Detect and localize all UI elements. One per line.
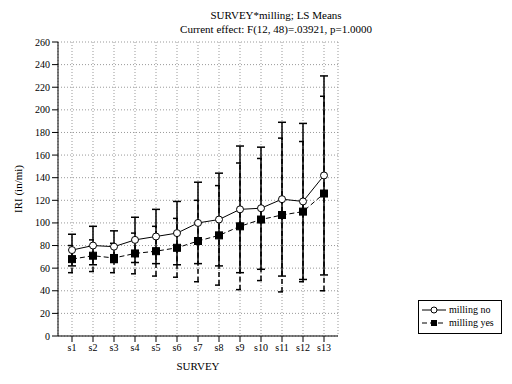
svg-text:s12: s12 [296, 342, 310, 353]
svg-text:s6: s6 [173, 342, 182, 353]
svg-text:IRI (in/mi): IRI (in/mi) [12, 165, 25, 213]
html-text:milling yes: milling yes [449, 317, 494, 328]
svg-text:s13: s13 [317, 342, 331, 353]
html-text:milling no: milling no [449, 304, 491, 315]
svg-text:s1: s1 [68, 342, 77, 353]
svg-text:s11: s11 [275, 342, 289, 353]
html-text:Current effect: F(12, 48)=.039: Current effect: F(12, 48)=.03921, p=1.00… [180, 23, 372, 35]
svg-text:160: 160 [35, 150, 50, 161]
svg-text:s10: s10 [254, 342, 268, 353]
svg-text:200: 200 [35, 104, 50, 115]
svg-text:60: 60 [40, 263, 50, 274]
svg-text:240: 240 [35, 59, 50, 70]
svg-text:20: 20 [40, 308, 50, 319]
svg-text:80: 80 [40, 240, 50, 251]
svg-text:s7: s7 [194, 342, 203, 353]
html-text:SURVEY*milling; LS Means: SURVEY*milling; LS Means [210, 9, 342, 21]
svg-text:s5: s5 [152, 342, 161, 353]
svg-text:220: 220 [35, 82, 50, 93]
svg-text:s4: s4 [131, 342, 140, 353]
svg-text:100: 100 [35, 217, 50, 228]
svg-text:s3: s3 [110, 342, 119, 353]
svg-text:0: 0 [45, 331, 50, 342]
svg-text:s2: s2 [89, 342, 98, 353]
svg-text:s8: s8 [215, 342, 224, 353]
svg-text:120: 120 [35, 195, 50, 206]
svg-text:40: 40 [40, 285, 50, 296]
svg-text:260: 260 [35, 37, 50, 48]
svg-text:s9: s9 [236, 342, 245, 353]
svg-text:180: 180 [35, 127, 50, 138]
svg-text:SURVEY: SURVEY [176, 360, 219, 372]
svg-text:140: 140 [35, 172, 50, 183]
